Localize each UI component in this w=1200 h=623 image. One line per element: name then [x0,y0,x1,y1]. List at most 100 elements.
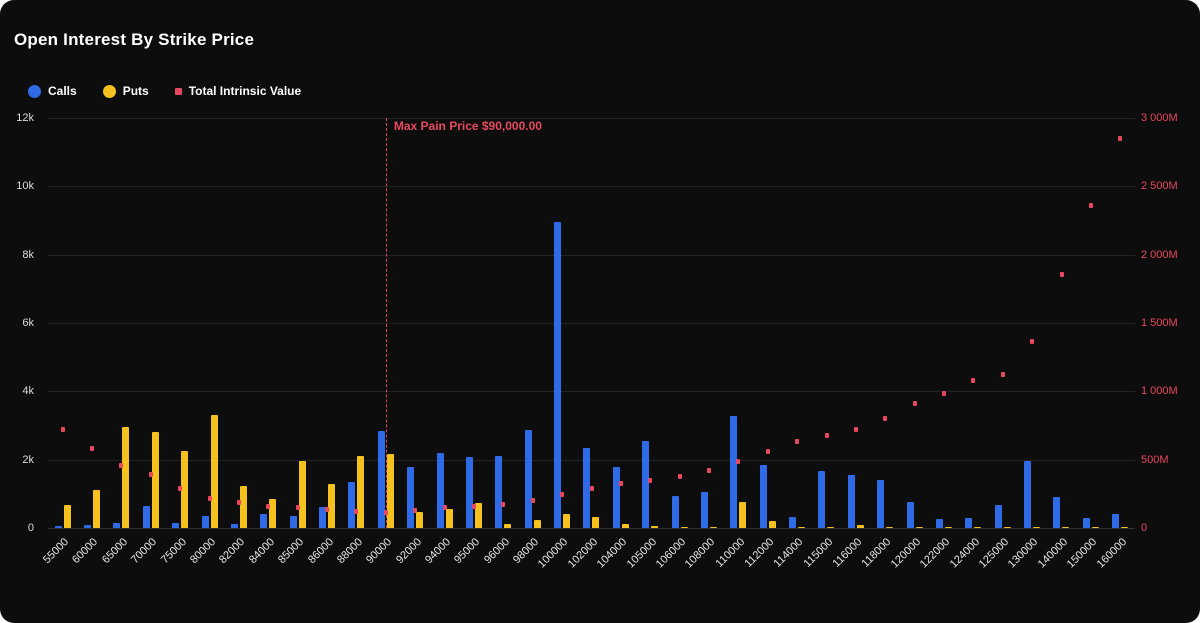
y-axis-label-right: 2 000M [1141,248,1178,261]
legend-item-total-intrinsic-value[interactable]: Total Intrinsic Value [174,84,302,98]
legend: Calls Puts Total Intrinsic Value [28,84,301,98]
x-axis-label: 90000 [364,536,395,567]
puts-bar [1003,526,1011,528]
intrinsic-value-dot [560,491,565,497]
puts-bar [474,503,482,528]
calls-bar [965,518,973,528]
intrinsic-value-dot [707,467,711,473]
intrinsic-value-dot [618,480,623,486]
legend-item-calls[interactable]: Calls [28,84,77,98]
puts-marker-icon [102,84,116,98]
intrinsic-value-dot [442,505,447,511]
puts-bar [739,502,747,528]
y-axis-label-right: 3 000M [1141,112,1178,124]
intrinsic-value-dot [589,486,594,492]
calls-bar [260,513,268,528]
bar-group [665,118,694,528]
puts-bar [651,525,659,528]
gridline [48,528,1135,529]
puts-bar [386,454,394,528]
x-axis-label: 112000 [742,536,777,570]
bar-group [136,118,165,528]
x-axis-label: 160000 [1094,536,1129,571]
y-axis-label-right: 1 500M [1141,317,1178,329]
x-axis-label: 100000 [536,536,571,571]
legend-item-puts[interactable]: Puts [102,84,149,98]
intrinsic-value-dot [677,474,682,480]
puts-bar [328,484,336,528]
intrinsic-value-dot [765,448,770,454]
bar-group [782,118,811,528]
puts-bar [563,513,571,528]
y-axis-label-right: 2 500M [1141,180,1178,193]
bar-group [254,118,283,528]
bar-group [1106,118,1135,528]
intrinsic-value-dot [1118,135,1123,141]
legend-label: Calls [48,84,77,98]
y-axis-label-left: 8k [22,248,34,261]
calls-bar [847,474,855,528]
bar-group [577,118,606,528]
bar-group [724,118,753,528]
intrinsic-value-dot [236,500,241,506]
x-axis-label: 114000 [771,536,806,570]
x-axis-label: 84000 [246,536,277,567]
x-axis-label: 75000 [158,536,189,567]
intrinsic-value-dot [736,459,741,465]
puts-bar [944,527,952,528]
bar-group [871,118,900,528]
intrinsic-value-dot [178,486,183,492]
intrinsic-value-dot [1088,202,1093,208]
x-axis-label: 88000 [334,536,365,567]
bar-group [371,118,400,528]
calls-bar [671,495,679,528]
intrinsic-value-dot [912,401,917,407]
bar-group [959,118,988,528]
calls-bar [524,429,532,528]
calls-bar [642,440,650,528]
puts-bar [210,415,218,528]
intrinsic-value-dot [942,391,947,397]
bar-group [342,118,371,528]
max-pain-line [385,118,387,528]
calls-bar [877,480,885,528]
x-axis-label: 120000 [888,536,924,571]
gridline [48,186,1135,188]
x-axis-label: 86000 [305,536,336,567]
puts-bar [680,526,688,528]
bar-group [224,118,253,528]
intrinsic-value-dot [648,477,653,483]
x-axis-label: 150000 [1064,536,1100,571]
puts-bar [357,456,365,528]
bar-group [547,118,576,528]
intrinsic-value-dot [295,505,300,511]
puts-bar [1062,526,1070,528]
x-axis-label: 115000 [801,536,836,570]
x-axis: 55000 60000 65000 70000 75000 80000 82000 84000… [41,530,1135,615]
calls-bar [495,455,503,528]
bar-group [988,118,1017,528]
x-axis-label: 102000 [565,536,600,571]
x-axis-label: 124000 [947,536,982,571]
puts-bar [1033,526,1041,528]
intrinsic-value-dot [1059,271,1064,277]
puts-bar [798,526,806,528]
intrinsic-value-dot [971,378,976,384]
puts-bar [709,526,717,528]
puts-bar [269,498,277,528]
calls-bar [436,452,444,528]
puts-bar [181,451,189,528]
calls-bar [700,492,708,528]
x-axis-label: 95000 [452,536,483,567]
calls-bar [935,519,943,528]
puts-bar [621,524,629,528]
calls-bar [113,522,121,528]
bar-group [312,118,341,528]
total-intrinsic-value-marker-icon [174,87,182,95]
y-axis-label-left: 0 [27,522,34,534]
intrinsic-value-dot [1030,338,1035,344]
calls-bar [142,505,150,528]
calls-bar [54,526,62,528]
legend-label: Total Intrinsic Value [188,84,302,98]
bar-group [1017,118,1046,528]
